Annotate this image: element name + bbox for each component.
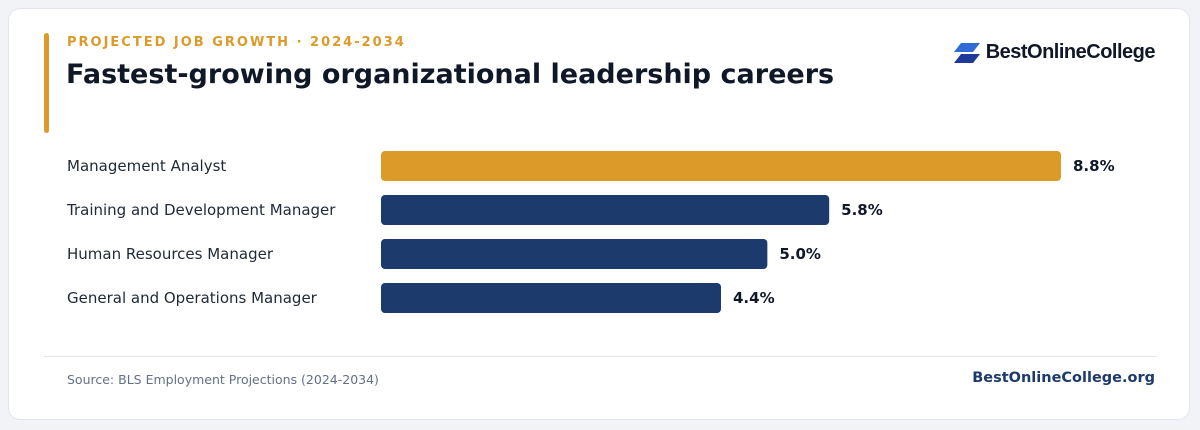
bar [381,283,721,313]
chart-card: PROJECTED JOB GROWTH · 2024-2034 Fastest… [8,8,1190,420]
chart-title: Fastest-growing organizational leadershi… [66,59,835,90]
category-label: General and Operations Manager [67,289,318,307]
value-label: 8.8% [1073,157,1115,175]
bar [381,195,830,225]
bar [381,239,768,269]
footer-divider [44,356,1157,357]
brand-logo[interactable]: BestOnlineCollege [953,41,1156,64]
site-link[interactable]: BestOnlineCollege.org [972,370,1155,386]
value-label: 5.8% [841,201,883,219]
logo-text: BestOnlineCollege [985,41,1156,63]
bar-chart: Management Analyst 8.8% Training and Devel… [66,151,1115,313]
value-label: 4.4% [733,289,775,307]
chart-eyebrow: PROJECTED JOB GROWTH · 2024-2034 [67,35,406,50]
value-label: 5.0% [779,245,821,263]
accent-bar [44,33,49,133]
source-note: Source: BLS Employment Projections (2024… [67,372,379,387]
stacked-parallelogram-logo-icon [953,42,980,63]
category-label: Human Resources Manager [67,245,274,263]
category-label: Management Analyst [67,157,226,175]
category-label: Training and Development Manager [66,201,336,219]
bar [381,151,1061,181]
